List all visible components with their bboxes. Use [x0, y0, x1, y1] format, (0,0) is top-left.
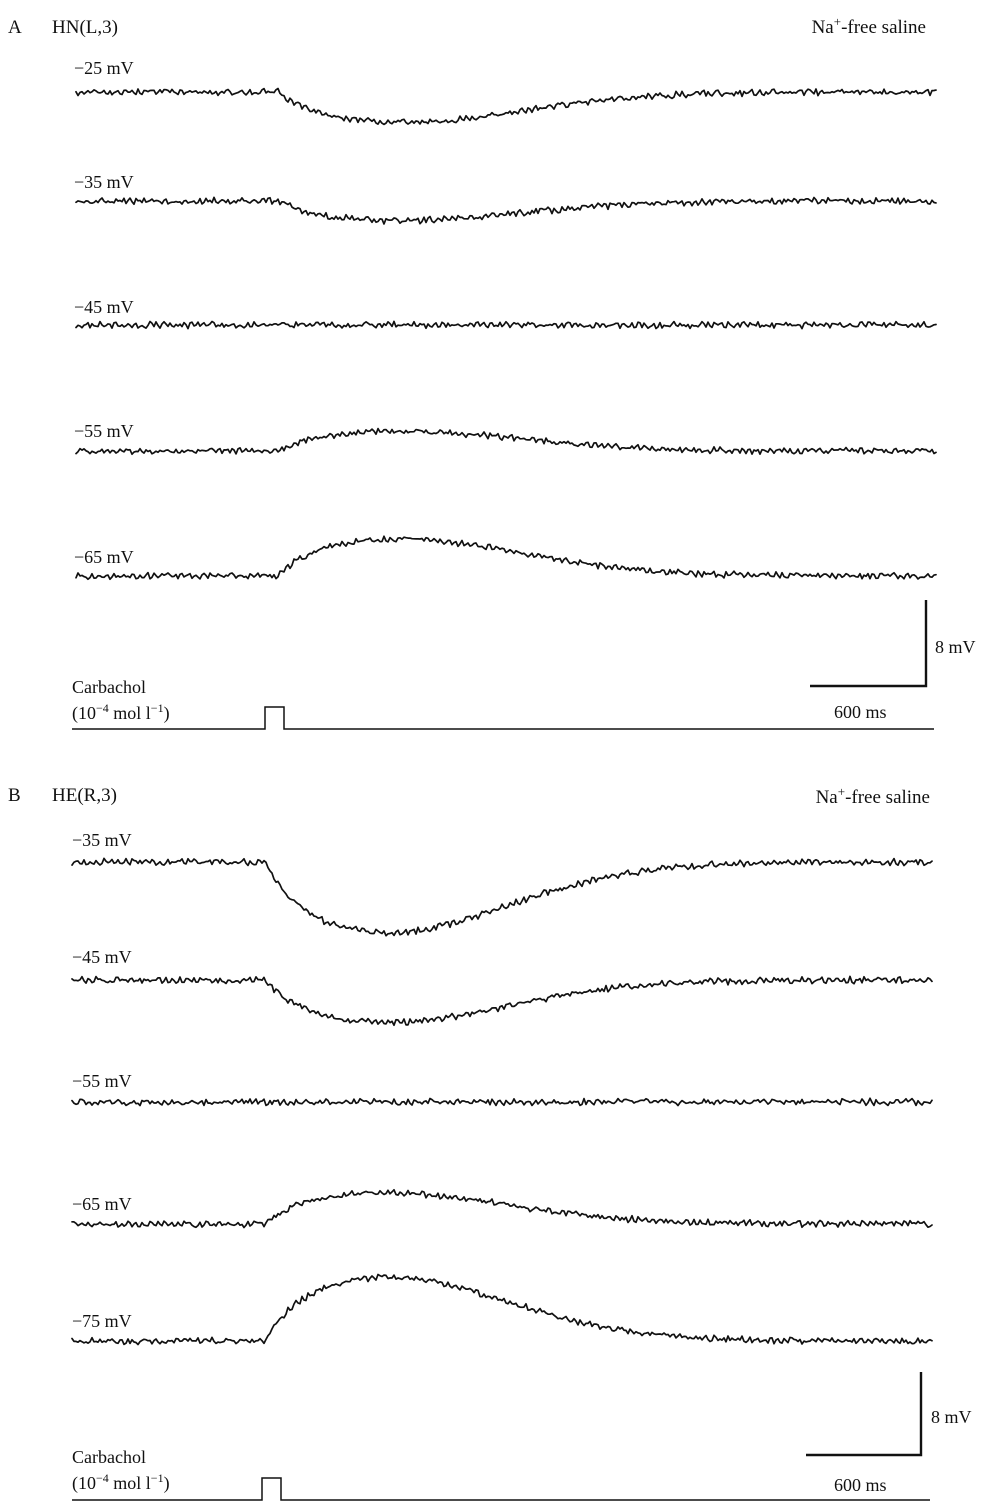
panel-a-conc-mid: mol l — [109, 703, 151, 723]
panel-a-condition-main: Na — [812, 17, 835, 38]
panel-a-trace-label-4: −55 mV — [74, 421, 134, 441]
panel-b-trace-2 — [71, 975, 933, 1027]
panel-a-cell-name: HN(L,3) — [52, 17, 118, 38]
panel-a-trace-5 — [75, 535, 937, 581]
panel-b-drug-name: Carbachol — [72, 1447, 146, 1467]
panel-b-trace-label-3: −55 mV — [72, 1071, 132, 1091]
panel-a-trace-label-1: −25 mV — [74, 58, 134, 78]
panel-a-stimulus-pulse — [72, 706, 934, 730]
panel-a-conc-post: ) — [164, 703, 170, 724]
panel-b-letter: B — [8, 785, 21, 806]
panel-a-conc-pre: (10 — [72, 703, 96, 724]
panel-b-conc-exp2: −1 — [151, 1471, 164, 1485]
panel-b-scale-time: 600 ms — [834, 1475, 887, 1495]
panel-a-conc-exp1: −4 — [96, 701, 109, 715]
panel-a-trace-label-3: −45 mV — [74, 297, 134, 317]
panel-a-scale-bar-lines — [810, 600, 928, 688]
panel-b-drug-concentration: (10−4 mol l−1) — [72, 1471, 170, 1494]
panel-b-trace-label-1: −35 mV — [72, 830, 132, 850]
panel-a-letter: A — [8, 17, 22, 38]
panel-b-stimulus-pulse — [72, 1477, 930, 1501]
panel-a-condition-sup: + — [834, 14, 841, 29]
panel-b-trace-4 — [71, 1188, 933, 1229]
panel-b-cell-name: HE(R,3) — [52, 785, 117, 806]
panel-b-scale-bar: 8 mV 600 ms — [806, 1372, 972, 1495]
panel-a-drug-concentration: (10−4 mol l−1) — [72, 701, 170, 724]
panel-a-trace-2 — [75, 196, 937, 225]
panel-b-condition-rest: -free saline — [845, 787, 930, 808]
panel-b-scale-bar-lines — [806, 1372, 923, 1457]
panel-a-drug-name: Carbachol — [72, 677, 146, 697]
panel-b-trace-1 — [71, 857, 933, 937]
panel-a-trace-label-5: −65 mV — [74, 547, 134, 567]
panel-a-scale-time: 600 ms — [834, 702, 887, 722]
panel-a-trace-1 — [75, 87, 937, 126]
panel-b-conc-mid: mol l — [109, 1473, 151, 1493]
panel-a-trace-label-2: −35 mV — [74, 172, 134, 192]
panel-b-conc-pre: (10 — [72, 1473, 96, 1494]
panel-b-trace-label-4: −65 mV — [72, 1194, 132, 1214]
panel-a-scale-voltage: 8 mV — [935, 637, 976, 657]
panel-a-conc-exp2: −1 — [151, 701, 164, 715]
panel-a-trace-4 — [75, 427, 937, 456]
panel-b-conc-exp1: −4 — [96, 1471, 109, 1485]
panel-a-stimulus: Carbachol (10−4 mol l−1) — [72, 677, 934, 730]
panel-b-trace-5 — [71, 1273, 933, 1346]
panel-b-condition-main: Na — [816, 787, 839, 808]
panel-a-scale-bar: 8 mV 600 ms — [810, 600, 976, 722]
panel-b-condition-sup: + — [838, 784, 845, 799]
panel-a-condition: Na+-free saline — [812, 14, 926, 38]
panel-b-trace-3 — [71, 1097, 933, 1107]
panel-b-conc-post: ) — [164, 1473, 170, 1494]
panel-b-trace-label-2: −45 mV — [72, 947, 132, 967]
panel-b-trace-label-5: −75 mV — [72, 1311, 132, 1331]
panel-a-condition-rest: -free saline — [841, 17, 926, 38]
panel-a-trace-3 — [75, 320, 937, 330]
panel-b: B HE(R,3) Na+-free saline −35 mV −45 mV … — [8, 784, 972, 1501]
panel-b-condition: Na+-free saline — [816, 784, 930, 808]
panel-b-scale-voltage: 8 mV — [931, 1407, 972, 1427]
panel-b-stimulus: Carbachol (10−4 mol l−1) — [72, 1447, 930, 1501]
panel-a: A HN(L,3) Na+-free saline −25 mV −35 mV … — [8, 14, 976, 730]
